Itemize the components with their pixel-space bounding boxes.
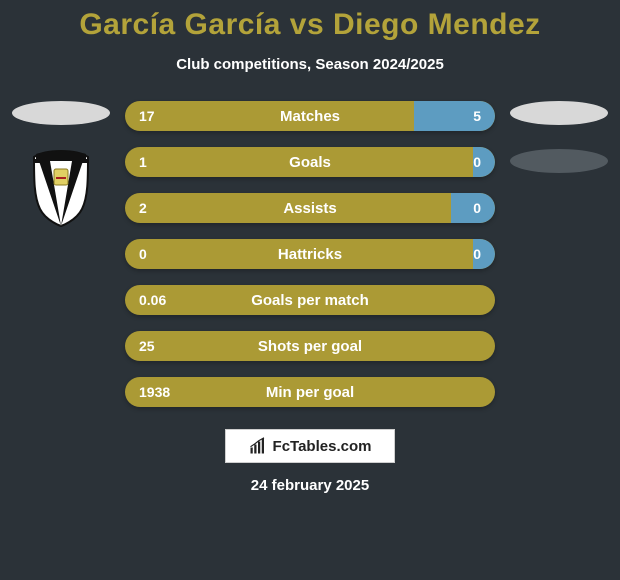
brand-box[interactable]: FcTables.com (225, 429, 395, 463)
stat-label: Shots per goal (125, 338, 495, 355)
right-player-col (504, 101, 614, 173)
stat-label: Goals (125, 154, 495, 171)
stat-label: Min per goal (125, 384, 495, 401)
shield-icon (30, 149, 92, 227)
right-flag-oval (510, 101, 608, 125)
comparison-content: 17Matches51Goals02Assists00Hattricks00.0… (0, 101, 620, 407)
brand-text: FcTables.com (273, 438, 372, 455)
left-player-col (6, 101, 116, 227)
stat-bar: 0Hattricks0 (125, 239, 495, 269)
stat-bar: 0.06Goals per match (125, 285, 495, 315)
page-title: García García vs Diego Mendez (0, 0, 620, 42)
stat-label: Hattricks (125, 246, 495, 263)
stat-right-value: 5 (473, 108, 481, 124)
stat-bar: 25Shots per goal (125, 331, 495, 361)
stat-bar: 1Goals0 (125, 147, 495, 177)
stat-label: Goals per match (125, 292, 495, 309)
left-flag-oval (12, 101, 110, 125)
chart-icon (249, 437, 267, 455)
subtitle: Club competitions, Season 2024/2025 (0, 56, 620, 73)
stat-right-value: 0 (473, 200, 481, 216)
right-club-oval (510, 149, 608, 173)
stat-label: Assists (125, 200, 495, 217)
stat-bar: 17Matches5 (125, 101, 495, 131)
stat-bar: 1938Min per goal (125, 377, 495, 407)
stat-right-value: 0 (473, 246, 481, 262)
footer-date: 24 february 2025 (0, 477, 620, 494)
left-club-badge (30, 149, 92, 227)
stat-bars: 17Matches51Goals02Assists00Hattricks00.0… (125, 101, 495, 407)
stat-label: Matches (125, 108, 495, 125)
stat-bar: 2Assists0 (125, 193, 495, 223)
stat-right-value: 0 (473, 154, 481, 170)
